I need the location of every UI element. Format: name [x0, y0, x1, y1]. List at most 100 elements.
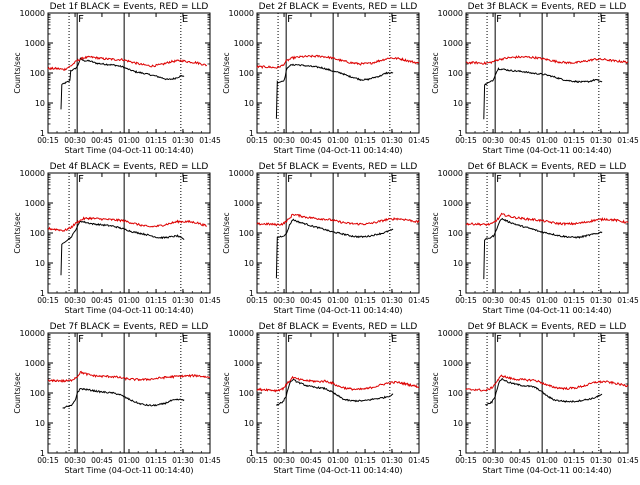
plot-panel: Det 7f BLACK = Events, RED = LLD 1 10 100 10… — [13, 322, 221, 475]
y-axis-label: Counts/sec — [431, 52, 440, 93]
y-tick-label: 100 — [239, 229, 254, 238]
y-tick-label: 100 — [239, 69, 254, 78]
x-tick-label: 01:30 — [172, 136, 194, 145]
x-tick-label: 00:15 — [37, 456, 59, 465]
plot-frame — [256, 172, 420, 294]
plot-panel: Det 6f BLACK = Events, RED = LLD 1 10 100 10… — [431, 162, 639, 315]
plot-panel: Det 5f BLACK = Events, RED = LLD 1 10 100 10… — [222, 162, 430, 315]
marker-letter: F — [496, 14, 502, 25]
plot-title: Det 8f BLACK = Events, RED = LLD — [259, 322, 418, 332]
x-tick-label: 01:30 — [172, 456, 194, 465]
plot-panel: Det 9f BLACK = Events, RED = LLD 1 10 100 10… — [431, 322, 639, 475]
marker-letter: E — [182, 14, 188, 25]
x-tick-label: 00:45 — [300, 136, 322, 145]
x-tick-label: 00:45 — [91, 296, 113, 305]
marker-letter: E — [391, 174, 397, 185]
x-tick-label: 01:15 — [563, 296, 585, 305]
events-series-line — [60, 57, 185, 110]
events-series-line — [275, 218, 394, 279]
plot-frame — [256, 332, 420, 454]
y-tick-label: 1 — [249, 129, 254, 138]
lld-series-line — [47, 370, 210, 383]
y-tick-label: 10 — [244, 99, 254, 108]
plot-panel: Det 2f BLACK = Events, RED = LLD 1 10 100 10… — [222, 2, 430, 155]
x-tick-label: 00:15 — [455, 136, 477, 145]
y-tick-label: 1 — [458, 129, 463, 138]
y-tick-label: 10000 — [20, 329, 45, 338]
y-tick-label: 1000 — [234, 39, 254, 48]
x-tick-label: 01:15 — [354, 456, 376, 465]
plot-panel: Det 4f BLACK = Events, RED = LLD 1 10 100 10… — [13, 162, 221, 315]
marker-letter: E — [391, 14, 397, 25]
y-tick-label: 10 — [453, 419, 463, 428]
y-tick-label: 10000 — [20, 9, 45, 18]
plot-title: Det 5f BLACK = Events, RED = LLD — [259, 162, 418, 172]
y-tick-label: 1000 — [443, 359, 463, 368]
plot-frame — [47, 172, 211, 294]
x-axis-label: Start Time (04-Oct-11 00:14:40) — [64, 306, 193, 315]
x-tick-label: 01:00 — [118, 136, 140, 145]
x-tick-label: 00:45 — [509, 136, 531, 145]
y-tick-label: 10 — [35, 259, 45, 268]
y-tick-label: 10000 — [229, 9, 254, 18]
y-axis-label: Counts/sec — [222, 372, 231, 413]
y-tick-label: 10000 — [438, 9, 463, 18]
x-tick-label: 00:30 — [482, 296, 504, 305]
lld-series-line — [465, 212, 629, 227]
lld-series-line — [465, 55, 629, 66]
y-axis-label: Counts/sec — [13, 372, 22, 413]
plot-frame — [47, 12, 211, 134]
plot-panel: Det 8f BLACK = Events, RED = LLD 1 10 100 10… — [222, 322, 430, 475]
x-tick-label: 00:15 — [246, 296, 268, 305]
x-tick-label: 00:45 — [91, 136, 113, 145]
marker-letter: F — [287, 174, 293, 185]
x-tick-label: 01:45 — [408, 296, 430, 305]
y-axis-label: Counts/sec — [431, 372, 440, 413]
y-tick-label: 1 — [458, 449, 463, 458]
events-series-line — [275, 63, 394, 119]
events-series-line — [62, 387, 185, 409]
y-tick-label: 10 — [453, 259, 463, 268]
x-tick-label: 01:45 — [199, 136, 221, 145]
plot-title: Det 9f BLACK = Events, RED = LLD — [468, 322, 627, 332]
marker-letter: E — [600, 174, 606, 185]
x-tick-label: 01:15 — [354, 136, 376, 145]
y-tick-label: 100 — [448, 69, 463, 78]
x-tick-label: 00:30 — [64, 136, 86, 145]
y-axis-label: Counts/sec — [13, 212, 22, 253]
y-tick-label: 10000 — [229, 329, 254, 338]
plot-title: Det 7f BLACK = Events, RED = LLD — [50, 322, 209, 332]
x-tick-label: 00:45 — [509, 456, 531, 465]
marker-letter: F — [78, 174, 84, 185]
x-tick-label: 01:45 — [199, 456, 221, 465]
marker-letter: E — [600, 14, 606, 25]
x-tick-label: 01:15 — [563, 456, 585, 465]
lld-series-line — [47, 216, 207, 232]
plot-frame — [47, 332, 211, 454]
x-tick-label: 01:15 — [145, 456, 167, 465]
x-tick-label: 00:45 — [91, 456, 113, 465]
x-tick-label: 00:30 — [482, 136, 504, 145]
events-series-line — [276, 378, 394, 406]
x-tick-label: 00:30 — [64, 456, 86, 465]
x-tick-label: 01:45 — [199, 296, 221, 305]
marker-letter: E — [391, 334, 397, 345]
x-axis-label: Start Time (04-Oct-11 00:14:40) — [64, 466, 193, 475]
y-tick-label: 1 — [40, 289, 45, 298]
x-axis-label: Start Time (04-Oct-11 00:14:40) — [482, 146, 611, 155]
marker-letter: F — [78, 14, 84, 25]
y-tick-label: 1 — [249, 289, 254, 298]
plot-title: Det 2f BLACK = Events, RED = LLD — [259, 2, 418, 12]
x-tick-label: 01:30 — [381, 296, 403, 305]
y-tick-label: 1 — [458, 289, 463, 298]
x-axis-label: Start Time (04-Oct-11 00:14:40) — [482, 306, 611, 315]
y-tick-label: 100 — [30, 229, 45, 238]
y-tick-label: 1000 — [443, 39, 463, 48]
y-tick-label: 10 — [35, 419, 45, 428]
y-tick-label: 10 — [453, 99, 463, 108]
lld-series-line — [256, 213, 420, 227]
marker-letter: E — [182, 334, 188, 345]
x-tick-label: 01:15 — [354, 296, 376, 305]
x-tick-label: 00:15 — [246, 456, 268, 465]
